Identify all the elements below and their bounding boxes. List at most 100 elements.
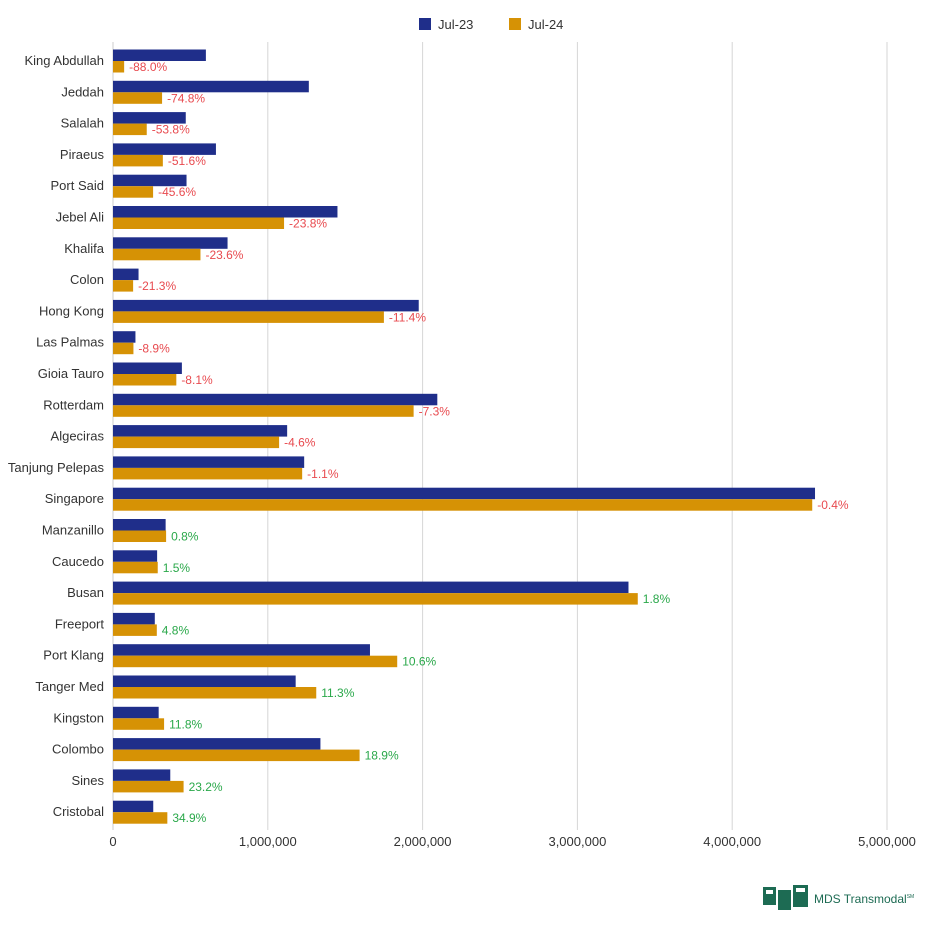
percent-change-label: -1.1% xyxy=(307,467,339,481)
bar-jul-24 xyxy=(113,467,303,480)
bar-jul-23 xyxy=(113,550,158,562)
bar-jul-23 xyxy=(113,331,136,343)
percent-change-label: 23.2% xyxy=(189,780,223,794)
percent-change-label: -7.3% xyxy=(419,404,451,418)
logo-text: MDS TransmodalSM xyxy=(814,892,915,906)
category-label: Jebel Ali xyxy=(56,210,105,225)
bar-jul-23 xyxy=(113,268,139,281)
percent-change-label: -53.8% xyxy=(152,123,190,137)
category-label: Colon xyxy=(70,272,104,287)
bar-jul-24 xyxy=(113,593,638,605)
percent-change-label: -23.8% xyxy=(289,217,327,231)
percent-change-label: -88.0% xyxy=(129,60,167,74)
percent-change-label: 1.8% xyxy=(643,592,671,606)
bar-jul-23 xyxy=(113,112,186,124)
bar-jul-24 xyxy=(113,248,201,261)
category-label: Singapore xyxy=(45,491,104,506)
category-label: Freeport xyxy=(55,616,105,631)
legend-swatch-jul-23 xyxy=(419,18,431,30)
category-label: Las Palmas xyxy=(36,335,104,350)
category-label: Khalifa xyxy=(64,241,105,256)
x-tick-label: 3,000,000 xyxy=(548,834,606,849)
bar-jul-24 xyxy=(113,374,177,386)
category-label: Rotterdam xyxy=(43,397,104,412)
bar-jul-24 xyxy=(113,123,147,136)
bar-jul-23 xyxy=(113,706,159,719)
percent-change-label: -8.9% xyxy=(138,342,170,356)
bar-jul-24 xyxy=(113,561,158,574)
category-label: King Abdullah xyxy=(24,53,104,68)
mds-transmodal-logo: MDS TransmodalSM xyxy=(762,884,914,914)
bar-chart: 0 1,000,000 2,000,000 3,000,000 4,000,000 5,0… xyxy=(8,17,916,849)
bar-jul-23 xyxy=(113,644,370,656)
category-label: Port Klang xyxy=(43,648,104,663)
bar-jul-24 xyxy=(113,280,134,292)
percent-change-label: 0.8% xyxy=(171,530,199,544)
bar-jul-23 xyxy=(113,612,155,625)
category-label: Jeddah xyxy=(61,84,104,99)
bar-jul-24 xyxy=(113,186,154,198)
bar-jul-24 xyxy=(113,436,280,449)
bar-jul-24 xyxy=(113,687,317,699)
x-tick-label: 4,000,000 xyxy=(703,834,761,849)
percent-change-label: -4.6% xyxy=(284,436,316,450)
bar-jul-23 xyxy=(113,456,305,468)
category-label: Busan xyxy=(67,585,104,600)
category-label: Gioia Tauro xyxy=(38,366,104,381)
x-tick-label: 0 xyxy=(109,834,116,849)
bar-jul-24 xyxy=(113,718,165,730)
bar-jul-23 xyxy=(113,769,171,781)
bar-jul-24 xyxy=(113,92,163,104)
category-label: Port Said xyxy=(51,178,104,193)
percent-change-label: -21.3% xyxy=(138,279,176,293)
percent-change-label: -11.4% xyxy=(389,310,426,324)
bar-jul-23 xyxy=(113,143,216,155)
bar-jul-23 xyxy=(113,519,166,531)
category-label: Sines xyxy=(71,773,104,788)
category-label: Piraeus xyxy=(60,147,105,162)
category-label: Algeciras xyxy=(51,429,105,444)
bar-jul-23 xyxy=(113,425,288,437)
bar-jul-24 xyxy=(113,405,414,417)
category-label: Tanjung Pelepas xyxy=(8,460,105,475)
legend-label-jul-23: Jul-23 xyxy=(438,17,473,32)
bar-jul-24 xyxy=(113,217,285,229)
bar-jul-24 xyxy=(113,655,398,668)
x-tick-label: 2,000,000 xyxy=(394,834,452,849)
bar-jul-24 xyxy=(113,342,134,355)
category-label: Hong Kong xyxy=(39,303,104,318)
bar-jul-24 xyxy=(113,61,125,73)
bar-jul-23 xyxy=(113,206,338,218)
percent-change-label: 10.6% xyxy=(402,655,436,669)
bar-jul-24 xyxy=(113,311,384,323)
legend-label-jul-24: Jul-24 xyxy=(528,17,563,32)
category-label: Salalah xyxy=(61,116,104,131)
bar-jul-23 xyxy=(113,581,629,594)
percent-change-label: 18.9% xyxy=(365,749,399,763)
percent-change-label: -45.6% xyxy=(158,185,196,199)
bar-jul-24 xyxy=(113,499,813,511)
bar-jul-23 xyxy=(113,80,309,93)
bar-jul-23 xyxy=(113,49,206,61)
bar-jul-23 xyxy=(113,800,154,813)
bar-jul-24 xyxy=(113,624,157,636)
percent-change-label: -0.4% xyxy=(817,498,849,512)
percent-change-label: 11.3% xyxy=(321,686,354,700)
bar-jul-24 xyxy=(113,154,163,167)
percent-change-label: -51.6% xyxy=(168,154,206,168)
percent-change-label: 1.5% xyxy=(163,561,191,575)
percent-change-label: -8.1% xyxy=(181,373,213,387)
bar-jul-23 xyxy=(113,362,182,374)
bar-jul-23 xyxy=(113,237,228,249)
bar-jul-24 xyxy=(113,749,360,762)
bar-jul-23 xyxy=(113,299,419,312)
bar-jul-23 xyxy=(113,174,187,187)
category-label: Colombo xyxy=(52,742,104,757)
category-label: Caucedo xyxy=(52,554,104,569)
x-tick-label: 1,000,000 xyxy=(239,834,297,849)
bar-jul-24 xyxy=(113,780,184,793)
bar-jul-23 xyxy=(113,738,321,750)
legend-swatch-jul-24 xyxy=(509,18,521,30)
category-label: Kingston xyxy=(53,710,104,725)
bar-jul-23 xyxy=(113,675,296,687)
